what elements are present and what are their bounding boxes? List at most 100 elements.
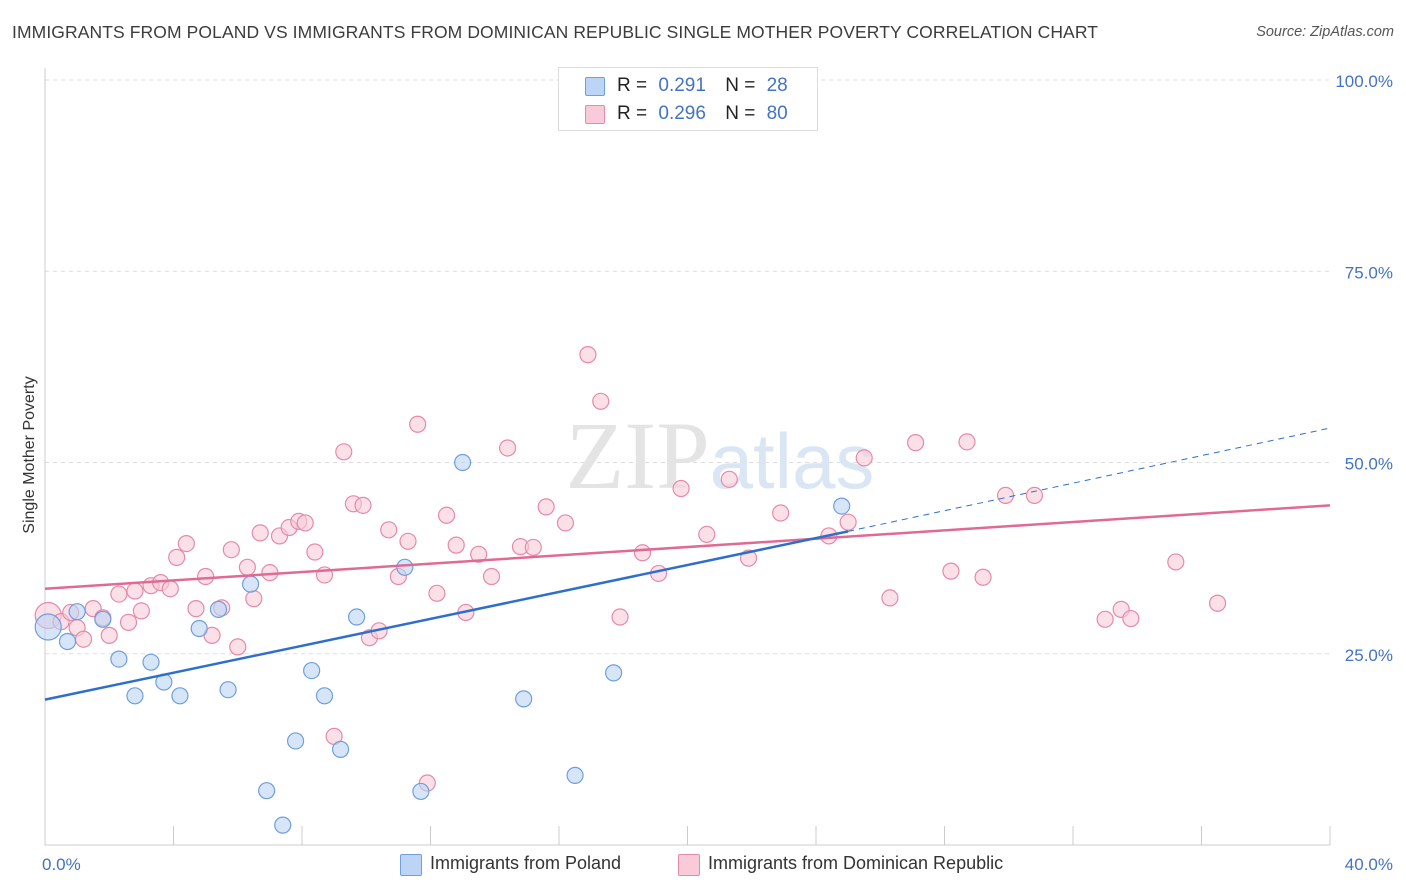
watermark: ZIPatlas bbox=[566, 402, 875, 509]
dominican-point-24 bbox=[245, 590, 263, 608]
poland-point-16 bbox=[303, 661, 321, 680]
poland-point-10 bbox=[209, 600, 228, 618]
dominican-point-44 bbox=[428, 584, 446, 602]
dominican-point-45 bbox=[437, 506, 456, 524]
dominican-point-4 bbox=[74, 630, 93, 648]
poland-point-14 bbox=[274, 816, 292, 834]
poland-trend-extension bbox=[848, 427, 1331, 532]
dominican-point-69 bbox=[906, 434, 925, 452]
dominican-point-17 bbox=[187, 600, 205, 618]
dominican-point-46 bbox=[447, 536, 465, 554]
dominican-point-73 bbox=[996, 486, 1015, 504]
y-tick-labels: 25.0% 50.0% 75.0% 100.0% bbox=[1335, 72, 1393, 665]
dominican-point-15 bbox=[168, 548, 186, 566]
dominican-point-30 bbox=[296, 514, 314, 532]
poland-point-3 bbox=[94, 610, 112, 628]
legend-box: R = 0.291 N = 28 R = 0.296 N = 80 bbox=[558, 67, 818, 131]
dominican-point-8 bbox=[110, 585, 128, 603]
dominican-point-64 bbox=[772, 504, 790, 522]
dominican-point-14 bbox=[161, 580, 179, 598]
dominican-point-41 bbox=[399, 532, 417, 550]
poland-point-15 bbox=[286, 732, 305, 750]
poland-point-6 bbox=[142, 653, 160, 671]
poland-point-5 bbox=[126, 687, 144, 705]
dominican-point-39 bbox=[380, 521, 398, 539]
bottom-legend-swatch-poland bbox=[400, 854, 422, 876]
dominican-point-66 bbox=[839, 513, 857, 531]
dominican-point-75 bbox=[1096, 610, 1114, 628]
legend-r-value-dominican: 0.296 bbox=[658, 103, 706, 124]
legend-r-label: R = bbox=[617, 103, 648, 124]
dominican-point-61 bbox=[698, 525, 716, 544]
dominican-point-9 bbox=[119, 613, 138, 631]
legend-text-dominican: R = 0.296 N = 80 bbox=[617, 103, 788, 125]
x-tick-label-0: 0.0% bbox=[42, 855, 81, 874]
poland-point-24 bbox=[566, 766, 584, 784]
y-axis-title: Single Mother Poverty bbox=[21, 376, 38, 533]
dominican-point-68 bbox=[881, 589, 899, 607]
dominican-point-78 bbox=[1167, 553, 1185, 571]
poland-point-17 bbox=[315, 687, 334, 705]
legend-text-poland: R = 0.291 N = 28 bbox=[617, 75, 788, 97]
legend-swatch-poland bbox=[585, 77, 605, 96]
trend-lines bbox=[44, 427, 1331, 701]
poland-point-0 bbox=[34, 613, 62, 641]
y-tick-label-3: 100.0% bbox=[1335, 72, 1393, 91]
dominican-point-25 bbox=[251, 524, 269, 542]
dominican-point-23 bbox=[238, 558, 256, 576]
dominican-point-79 bbox=[1208, 594, 1227, 612]
poland-trend-line bbox=[44, 530, 849, 701]
dominican-point-34 bbox=[335, 443, 353, 461]
legend-swatch-dominican bbox=[585, 105, 605, 124]
dominican-point-62 bbox=[720, 470, 738, 488]
dominican-point-31 bbox=[306, 543, 324, 561]
dominican-point-49 bbox=[482, 567, 501, 586]
dominican-point-71 bbox=[958, 433, 976, 451]
dominican-trend-line bbox=[44, 504, 1331, 590]
dominican-point-22 bbox=[229, 638, 247, 656]
x-tick-label-1: 40.0% bbox=[1345, 855, 1393, 874]
dominican-point-10 bbox=[126, 582, 144, 600]
gridlines bbox=[45, 79, 1330, 655]
dominican-point-52 bbox=[524, 538, 542, 557]
dominican-point-54 bbox=[556, 514, 575, 532]
dominican-point-7 bbox=[100, 626, 118, 644]
poland-point-2 bbox=[68, 603, 86, 621]
poland-point-26 bbox=[605, 664, 623, 682]
poland-point-12 bbox=[242, 575, 260, 593]
y-tick-label-1: 50.0% bbox=[1345, 455, 1393, 474]
poland-point-23 bbox=[515, 690, 533, 708]
dominican-point-53 bbox=[537, 498, 555, 516]
bottom-legend: Immigrants from Poland Immigrants from D… bbox=[0, 852, 1406, 878]
legend-r-value-poland: 0.291 bbox=[658, 75, 706, 96]
bottom-legend-label-dominican: Immigrants from Dominican Republic bbox=[708, 853, 1004, 873]
poland-point-18 bbox=[331, 740, 350, 758]
poland-point-21 bbox=[412, 782, 430, 801]
dominican-point-67 bbox=[855, 449, 873, 467]
poland-point-1 bbox=[58, 632, 77, 651]
dominican-point-77 bbox=[1122, 609, 1140, 628]
dominican-point-57 bbox=[611, 608, 629, 626]
dominican-point-16 bbox=[177, 534, 195, 553]
legend-n-value-poland: 28 bbox=[766, 75, 788, 96]
poland-point-27 bbox=[833, 497, 851, 515]
dominican-point-72 bbox=[974, 568, 992, 586]
poland-point-8 bbox=[171, 687, 189, 705]
dominican-points bbox=[34, 346, 1227, 792]
dominican-point-36 bbox=[354, 496, 372, 514]
legend-n-label: N = bbox=[725, 75, 756, 96]
dominican-point-42 bbox=[409, 415, 427, 433]
dominican-point-58 bbox=[633, 544, 652, 562]
source-label: Source: ZipAtlas.com bbox=[1256, 24, 1394, 40]
dominican-point-56 bbox=[592, 392, 610, 410]
bottom-legend-swatch-dominican bbox=[678, 854, 700, 876]
axes bbox=[44, 68, 1331, 846]
watermark-atlas: atlas bbox=[710, 417, 875, 505]
dominican-point-50 bbox=[499, 439, 517, 457]
y-tick-label-0: 25.0% bbox=[1345, 646, 1393, 665]
poland-point-11 bbox=[219, 681, 237, 699]
y-tick-label-2: 75.0% bbox=[1345, 263, 1393, 282]
poland-point-20 bbox=[396, 558, 414, 576]
bottom-legend-label-poland: Immigrants from Poland bbox=[430, 853, 622, 873]
